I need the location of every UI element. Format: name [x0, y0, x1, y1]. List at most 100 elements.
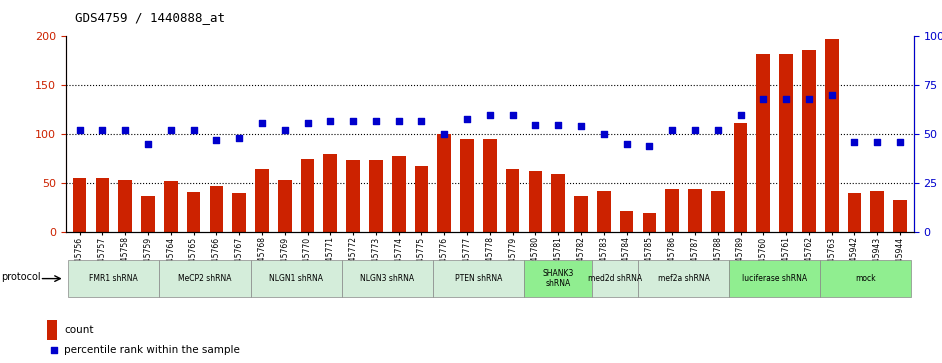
Point — [323, 118, 338, 123]
Point — [710, 127, 725, 133]
Point — [163, 127, 178, 133]
Bar — [164, 182, 178, 232]
Bar — [642, 213, 657, 232]
FancyBboxPatch shape — [820, 260, 912, 297]
Point — [186, 127, 201, 133]
Text: FMR1 shRNA: FMR1 shRNA — [89, 274, 138, 283]
Point — [779, 96, 794, 102]
Bar — [825, 39, 838, 232]
FancyBboxPatch shape — [593, 260, 638, 297]
Bar — [620, 211, 633, 232]
Point — [528, 122, 543, 127]
Point — [642, 143, 657, 149]
FancyBboxPatch shape — [68, 260, 159, 297]
Bar — [300, 159, 315, 232]
Text: GDS4759 / 1440888_at: GDS4759 / 1440888_at — [75, 11, 225, 24]
Bar — [756, 54, 771, 232]
Point — [892, 139, 907, 145]
Bar — [779, 54, 793, 232]
Point — [619, 141, 634, 147]
Bar — [187, 192, 201, 232]
Point — [414, 118, 429, 123]
FancyBboxPatch shape — [159, 260, 251, 297]
Point — [847, 139, 862, 145]
Point — [346, 118, 361, 123]
FancyBboxPatch shape — [638, 260, 729, 297]
Text: count: count — [64, 325, 93, 335]
Bar — [347, 160, 360, 232]
Bar — [95, 179, 109, 232]
Bar — [233, 193, 246, 232]
Point — [368, 118, 383, 123]
Point — [46, 347, 61, 353]
FancyBboxPatch shape — [433, 260, 524, 297]
Bar — [848, 193, 861, 232]
Point — [688, 127, 703, 133]
Point — [95, 127, 110, 133]
FancyBboxPatch shape — [729, 260, 820, 297]
Point — [118, 127, 133, 133]
Bar — [688, 189, 702, 232]
Bar — [119, 180, 132, 232]
FancyBboxPatch shape — [524, 260, 593, 297]
Bar — [483, 139, 496, 232]
Point — [824, 92, 839, 98]
Text: NLGN3 shRNA: NLGN3 shRNA — [360, 274, 414, 283]
Text: protocol: protocol — [1, 272, 41, 282]
Bar — [47, 320, 57, 340]
Bar — [893, 200, 907, 232]
Point — [482, 112, 497, 118]
Bar — [734, 123, 747, 232]
Bar — [278, 180, 292, 232]
Bar — [255, 168, 268, 232]
Text: NLGN1 shRNA: NLGN1 shRNA — [269, 274, 323, 283]
Point — [277, 127, 292, 133]
Point — [209, 137, 224, 143]
Point — [140, 141, 155, 147]
Point — [73, 127, 88, 133]
Bar — [870, 191, 885, 232]
FancyBboxPatch shape — [342, 260, 433, 297]
Bar — [392, 156, 405, 232]
Point — [665, 127, 680, 133]
Point — [391, 118, 406, 123]
Text: SHANK3
shRNA: SHANK3 shRNA — [543, 269, 574, 288]
Text: luciferase shRNA: luciferase shRNA — [742, 274, 807, 283]
Bar — [369, 160, 382, 232]
Point — [574, 123, 589, 129]
Bar — [209, 186, 223, 232]
Point — [232, 135, 247, 141]
Text: MeCP2 shRNA: MeCP2 shRNA — [178, 274, 232, 283]
Bar — [551, 174, 565, 232]
Bar — [575, 196, 588, 232]
Point — [733, 112, 748, 118]
Point — [300, 120, 315, 126]
Bar — [665, 189, 679, 232]
Point — [437, 131, 452, 137]
Point — [505, 112, 520, 118]
Bar — [711, 191, 724, 232]
Bar — [141, 196, 154, 232]
Bar — [802, 50, 816, 232]
Bar — [461, 139, 474, 232]
Point — [254, 120, 269, 126]
Point — [802, 96, 817, 102]
Text: percentile rank within the sample: percentile rank within the sample — [64, 345, 240, 355]
Text: PTEN shRNA: PTEN shRNA — [455, 274, 502, 283]
Text: mock: mock — [855, 274, 876, 283]
Bar — [528, 171, 543, 232]
Bar — [323, 154, 337, 232]
Point — [869, 139, 885, 145]
Point — [460, 116, 475, 122]
Bar — [437, 134, 451, 232]
Bar — [73, 179, 87, 232]
Bar — [506, 168, 519, 232]
Point — [755, 96, 771, 102]
Point — [596, 131, 611, 137]
Bar — [597, 191, 610, 232]
Bar — [414, 166, 429, 232]
Point — [551, 122, 566, 127]
Text: mef2a shRNA: mef2a shRNA — [658, 274, 709, 283]
FancyBboxPatch shape — [251, 260, 342, 297]
Text: med2d shRNA: med2d shRNA — [588, 274, 642, 283]
